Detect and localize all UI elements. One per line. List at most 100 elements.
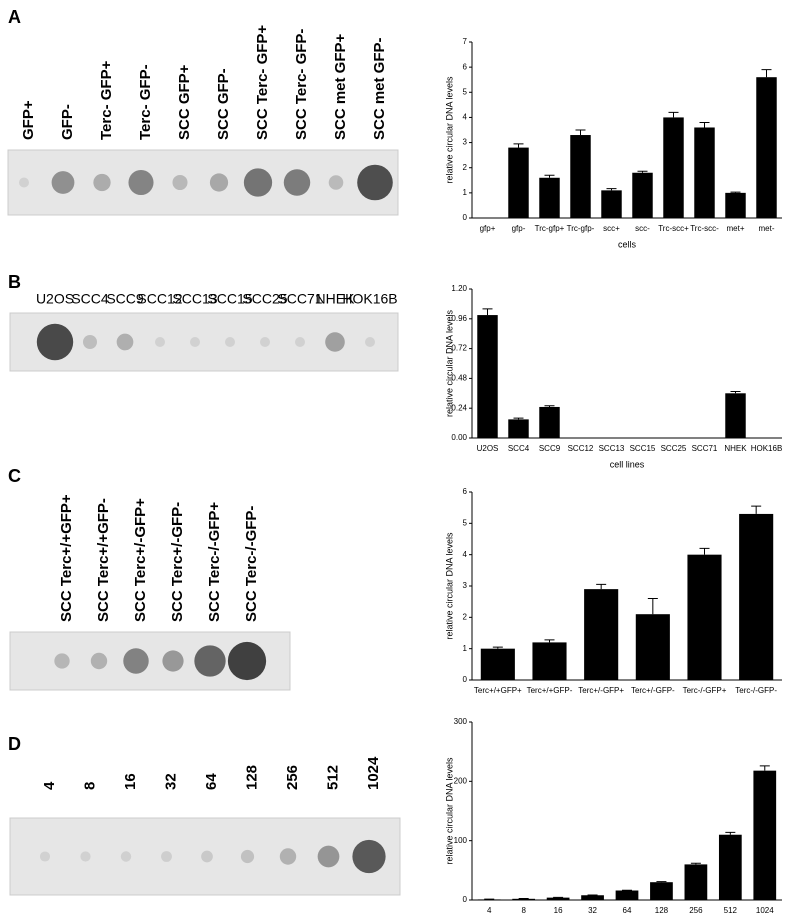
blot-spot (194, 645, 225, 676)
y-tick-label: 0 (463, 213, 468, 222)
lane-label: 64 (203, 773, 220, 790)
panel-letter: A (8, 7, 21, 27)
bar (508, 419, 528, 438)
y-tick-label: 100 (454, 836, 468, 845)
blot-spot (357, 165, 393, 201)
lane-label: SCC Terc+/+GFP+ (58, 494, 75, 622)
blot-spot (365, 337, 375, 347)
blot-spot (244, 168, 272, 196)
blot-spot (260, 337, 270, 347)
x-tick-label: 8 (521, 906, 526, 915)
bar (756, 77, 776, 218)
blot-spot (318, 846, 340, 868)
blot-spot (123, 648, 148, 673)
bar (539, 178, 559, 218)
blot-spot (325, 332, 345, 352)
lane-label: HOK16B (342, 291, 397, 307)
lane-label: SCC4 (71, 291, 109, 307)
y-tick-label: 3 (463, 138, 468, 147)
panel-letter: C (8, 466, 21, 486)
x-tick-label: 64 (623, 906, 632, 915)
bar (570, 135, 590, 218)
lane-label: 512 (324, 765, 341, 790)
x-tick-label: gfp- (512, 224, 526, 233)
blot-spot (352, 840, 385, 873)
y-tick-label: 4 (463, 550, 468, 559)
lane-label: Terc- GFP+ (98, 60, 115, 140)
bar (725, 393, 745, 438)
bar (601, 190, 621, 218)
blot-spot (128, 170, 153, 195)
lane-label: SCC Terc-/-GFP+ (206, 502, 223, 622)
bar (687, 555, 721, 680)
lane-label: SCC Terc- GFP+ (254, 25, 271, 140)
x-tick-label: Trc-scc+ (658, 224, 689, 233)
blot-spot (295, 337, 305, 347)
blot-spot (37, 324, 73, 360)
x-tick-label: Terc-/-GFP- (735, 686, 777, 695)
lane-label: 128 (243, 765, 260, 790)
blot-spot (190, 337, 200, 347)
blot-spot (19, 178, 29, 188)
y-tick-label: 300 (454, 717, 468, 726)
lane-label: Terc- GFP- (137, 64, 154, 140)
y-tick-label: 4 (463, 113, 468, 122)
x-tick-label: Trc-scc- (690, 224, 719, 233)
bar (663, 117, 683, 218)
bar (739, 514, 773, 680)
bar (581, 895, 604, 900)
x-tick-label: SCC15 (630, 444, 656, 453)
y-tick-label: 1 (463, 188, 468, 197)
blot-spot (161, 851, 172, 862)
bar (719, 835, 742, 900)
x-tick-label: 128 (655, 906, 669, 915)
x-tick-label: 4 (487, 906, 492, 915)
bar (753, 771, 776, 900)
y-tick-label: 0 (463, 895, 468, 904)
x-tick-label: 256 (689, 906, 703, 915)
x-tick-label: SCC25 (661, 444, 687, 453)
lane-label: SCC met GFP+ (332, 33, 349, 140)
lane-label: 4 (41, 781, 58, 790)
bar (584, 589, 618, 680)
y-tick-label: 5 (463, 87, 468, 96)
y-tick-label: 6 (463, 62, 468, 71)
y-axis-label: relative circular DNA levels (444, 76, 454, 184)
y-axis-label: relative circular DNA levels (444, 757, 454, 865)
x-tick-label: Terc-/-GFP+ (683, 686, 727, 695)
lane-label: 32 (162, 773, 179, 790)
y-axis-label: relative circular DNA levels (444, 532, 454, 640)
bar (532, 642, 566, 680)
blot-spot (201, 851, 213, 863)
y-tick-label: 1.20 (451, 284, 467, 293)
y-tick-label: 6 (463, 487, 468, 496)
lane-label: 256 (284, 765, 301, 790)
x-tick-label: SCC12 (568, 444, 594, 453)
y-tick-label: 3 (463, 581, 468, 590)
bar (481, 649, 515, 680)
lane-label: GFP- (59, 104, 76, 140)
bar (539, 407, 559, 438)
blot-spot (225, 337, 235, 347)
x-tick-label: Terc+/-GFP+ (578, 686, 624, 695)
blot-spot (241, 850, 254, 863)
x-tick-label: scc+ (603, 224, 620, 233)
x-tick-label: SCC4 (508, 444, 530, 453)
bar (636, 614, 670, 680)
blot-spot (162, 650, 183, 671)
blot-spot (284, 169, 310, 195)
y-tick-label: 1 (463, 644, 468, 653)
lane-label: SCC Terc+/-GFP- (169, 502, 186, 622)
panel-letter: B (8, 272, 21, 292)
lane-label: 16 (122, 773, 139, 790)
y-tick-label: 2 (463, 612, 468, 621)
lane-label: SCC GFP- (215, 68, 232, 140)
blot-spot (40, 851, 50, 861)
bar (632, 173, 652, 218)
y-tick-label: 2 (463, 163, 468, 172)
blot-spot (329, 175, 344, 190)
blot-spot (83, 335, 97, 349)
x-tick-label: scc- (635, 224, 650, 233)
x-tick-label: 512 (724, 906, 738, 915)
